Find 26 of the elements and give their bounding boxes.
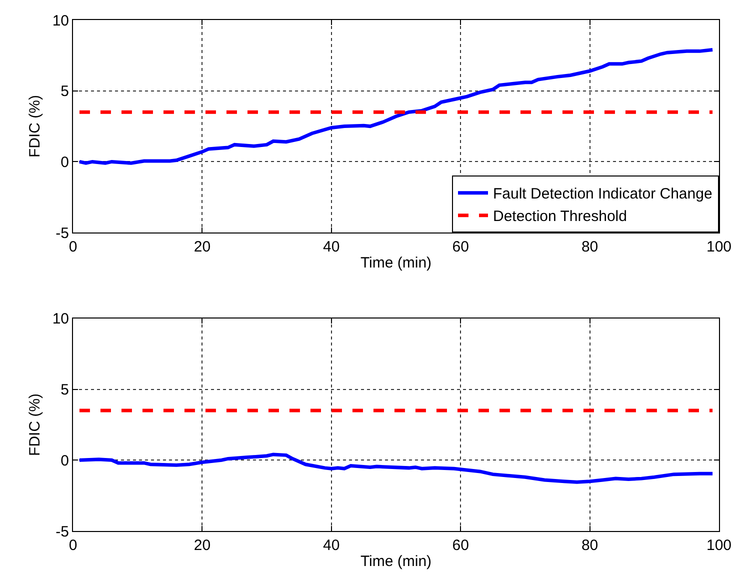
y-axis-title: FDIC (%)	[26, 393, 44, 456]
x-tick-label: 100	[706, 537, 732, 554]
y-tick-label: 10	[52, 12, 69, 30]
x-tick-label: 20	[194, 537, 211, 554]
y-tick-label: -5	[56, 224, 69, 242]
y-tick-label: 0	[60, 452, 69, 470]
x-tick-label: 80	[581, 537, 598, 554]
y-tick-label: 5	[60, 83, 69, 100]
legend-label: Fault Detection Indicator Change	[493, 186, 712, 203]
x-tick-label: 20	[194, 238, 211, 256]
x-tick-label: 80	[581, 238, 598, 256]
y-tick-label: 5	[60, 382, 69, 399]
x-tick-label: 40	[323, 238, 340, 256]
line-series	[78, 48, 714, 165]
x-axis-title: Time (min)	[360, 254, 432, 272]
y-axis-title: FDIC (%)	[26, 95, 44, 158]
x-tick-label: 60	[452, 537, 469, 554]
legend-label: Detection Threshold	[493, 208, 627, 226]
x-tick-label: 100	[706, 238, 732, 256]
x-tick-label: 40	[323, 537, 340, 554]
y-tick-label: 0	[60, 154, 69, 171]
line-series	[78, 452, 714, 484]
x-tick-label: 60	[452, 238, 469, 256]
x-axis-title: Time (min)	[360, 553, 432, 570]
y-tick-label: -5	[56, 523, 69, 540]
y-tick-label: 10	[52, 310, 69, 328]
